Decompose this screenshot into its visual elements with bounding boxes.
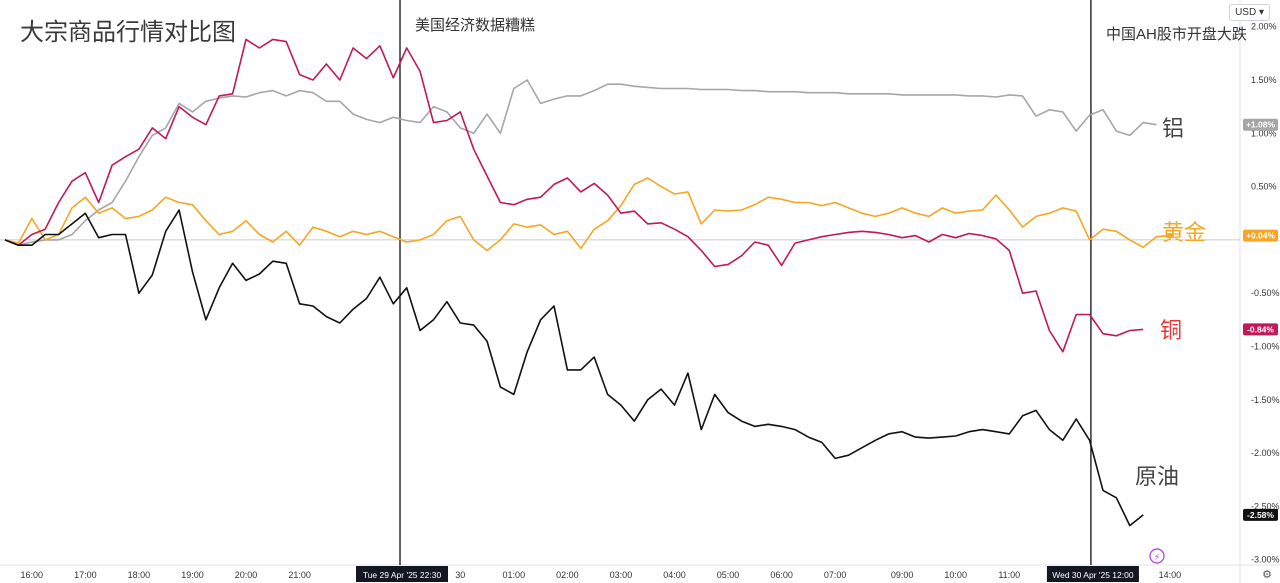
value-badge-copper	[1243, 323, 1278, 336]
x-tick-label: 18:00	[128, 570, 151, 580]
value-badge-crude	[1243, 508, 1278, 521]
x-tick-label: 07:00	[824, 570, 847, 580]
value-badge-text-aluminum: +1.08%	[1246, 120, 1276, 130]
y-tick-label: -2.50%	[1251, 501, 1280, 511]
x-tick-label: 30	[455, 570, 465, 580]
x-tick-label: 06:00	[770, 570, 793, 580]
x-tick-label: 17:00	[74, 570, 97, 580]
y-tick-label: 1.00%	[1251, 128, 1277, 138]
gold-end-dot	[1167, 232, 1173, 239]
currency-selector[interactable]: USD ▾	[1229, 4, 1270, 21]
y-tick-label: 1.50%	[1251, 75, 1277, 85]
x-tick-label: 02:00	[556, 570, 579, 580]
lightning-glyph: ⚡	[1154, 553, 1160, 563]
annotation-us-economy: 美国经济数据糟糕	[415, 17, 536, 34]
y-tick-label: -2.00%	[1251, 448, 1280, 458]
lightning-icon	[1149, 548, 1165, 564]
y-tick-label: -3.00%	[1251, 555, 1280, 565]
value-badge-text-crude: -2.58%	[1247, 510, 1274, 520]
label-crude: 原油	[1135, 464, 1180, 489]
time-marker-badge	[1046, 566, 1139, 582]
annotation-china-ah: 中国AH股市开盘大跌	[1106, 26, 1247, 43]
series-line-crude	[4, 209, 1144, 527]
series-line-copper	[4, 38, 1144, 353]
label-copper: 铜	[1160, 318, 1183, 343]
x-tick-label: 01:00	[503, 570, 526, 580]
y-tick-label: -0.50%	[1251, 288, 1280, 298]
label-aluminum: 铝	[1162, 116, 1185, 141]
x-tick-label: 20:00	[235, 570, 258, 580]
settings-gear-icon[interactable]: ⚙	[1262, 569, 1272, 581]
currency-label: USD	[1235, 7, 1257, 18]
x-tick-label: 11:00	[998, 570, 1020, 580]
x-tick-label: 10:00	[944, 570, 967, 580]
x-tick-label: 05:00	[717, 570, 740, 580]
value-badge-gold	[1243, 229, 1278, 242]
time-marker-label: Tue 29 Apr '25 22:30	[363, 570, 442, 580]
x-tick-label: 09:00	[891, 570, 914, 580]
time-marker-badge	[356, 566, 449, 582]
x-tick-label: 19:00	[181, 570, 204, 580]
x-tick-label: 21:00	[288, 570, 311, 580]
value-badge-text-gold: +0.04%	[1246, 231, 1276, 241]
y-tick-label: -1.50%	[1251, 395, 1280, 405]
chart-title: 大宗商品行情对比图	[20, 19, 236, 46]
series-line-aluminum	[4, 79, 1157, 246]
label-gold: 黄金	[1162, 220, 1207, 245]
x-tick-label: 14:00	[1159, 570, 1182, 580]
value-badge-aluminum	[1243, 118, 1278, 131]
y-tick-label: 2.00%	[1251, 22, 1277, 32]
x-tick-label: 04:00	[663, 570, 686, 580]
x-tick-label: 16:00	[21, 570, 44, 580]
y-tick-label: -1.00%	[1251, 341, 1280, 351]
value-badge-text-copper: -0.84%	[1247, 324, 1274, 334]
x-tick-label: 03:00	[610, 570, 633, 580]
y-tick-label: 0.50%	[1251, 182, 1277, 192]
series-line-gold	[4, 177, 1170, 252]
time-marker-label: Wed 30 Apr '25 12:00	[1052, 570, 1134, 580]
